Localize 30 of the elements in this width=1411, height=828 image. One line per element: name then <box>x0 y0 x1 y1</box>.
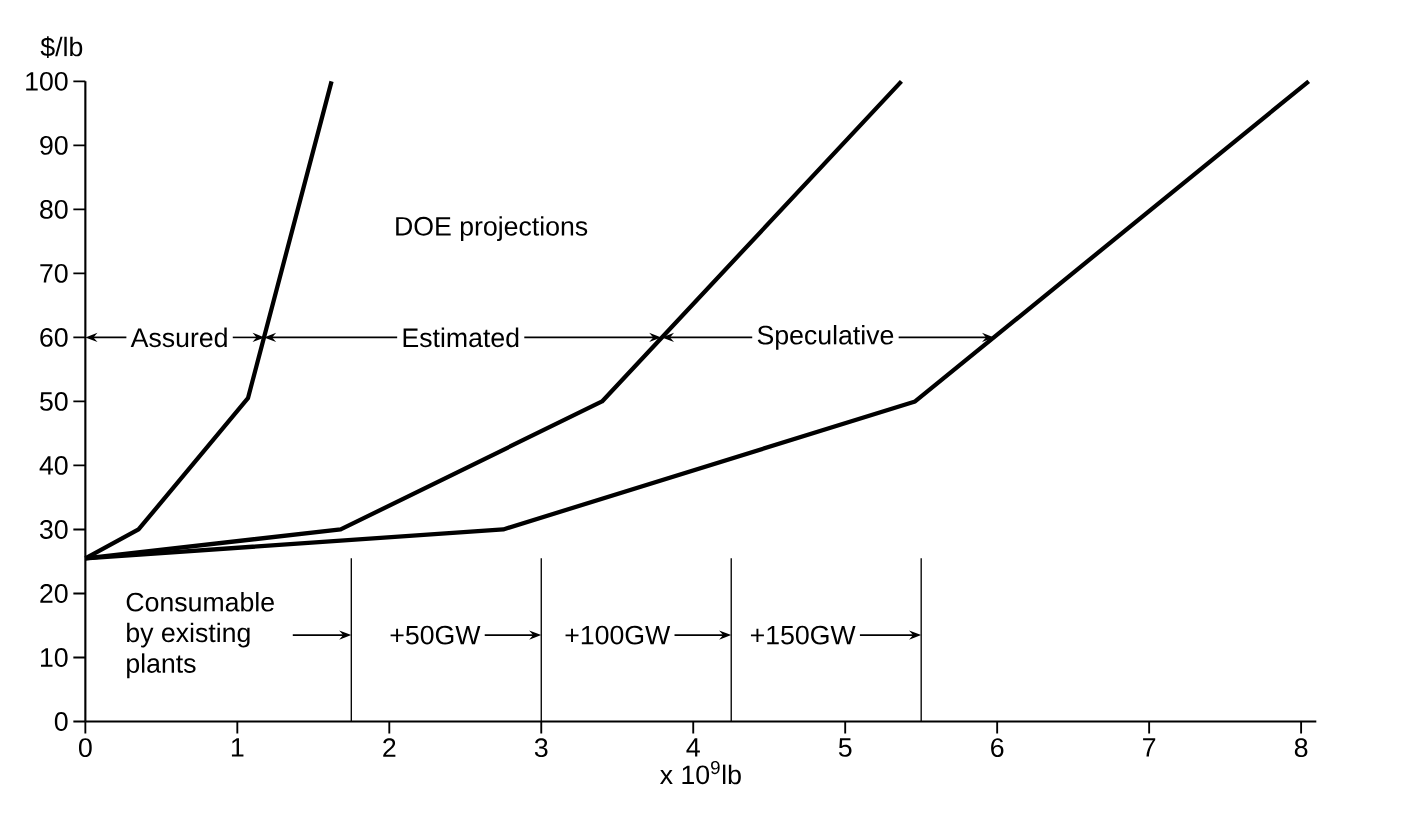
x-tick-label: 5 <box>838 738 852 757</box>
annotation: +150GW <box>750 625 856 645</box>
y-tick-label: 40 <box>39 455 68 475</box>
y-tick-label: 50 <box>40 391 68 411</box>
annotation: Estimated <box>403 327 519 348</box>
x-tick-label: 3 <box>534 738 548 757</box>
y-tick-label: 20 <box>40 583 68 603</box>
annotation: DOE projections <box>396 216 588 241</box>
y-tick-label: 0 <box>54 711 68 731</box>
y-tick-label: 100 <box>26 71 68 91</box>
x-tick-label: 4 <box>686 738 700 757</box>
y-tick-label: 10 <box>41 647 68 667</box>
y-axis-title: $/lb <box>40 36 83 58</box>
y-tick-label: 30 <box>40 519 68 539</box>
y-tick-label: 80 <box>40 199 68 219</box>
annotation: Speculative <box>757 324 894 350</box>
y-tick-label: 60 <box>40 327 68 347</box>
x-tick-label: 1 <box>231 738 244 757</box>
annotation: +50GW <box>390 625 481 645</box>
y-tick-label: 70 <box>40 263 68 283</box>
x-tick-label: 8 <box>1294 738 1308 757</box>
x-tick-label: 2 <box>383 738 396 757</box>
x-axis-title: x 10$^{9}$lb <box>660 760 741 785</box>
x-tick-label: 6 <box>991 738 1004 757</box>
annotation: Consumable by existing plants <box>126 591 274 679</box>
annotation: +100GW <box>565 625 671 645</box>
x-tick-label: 0 <box>78 738 92 757</box>
annotation: Assured <box>130 327 227 348</box>
y-tick-label: 90 <box>40 135 68 155</box>
x-tick-label: 7 <box>1143 738 1156 757</box>
